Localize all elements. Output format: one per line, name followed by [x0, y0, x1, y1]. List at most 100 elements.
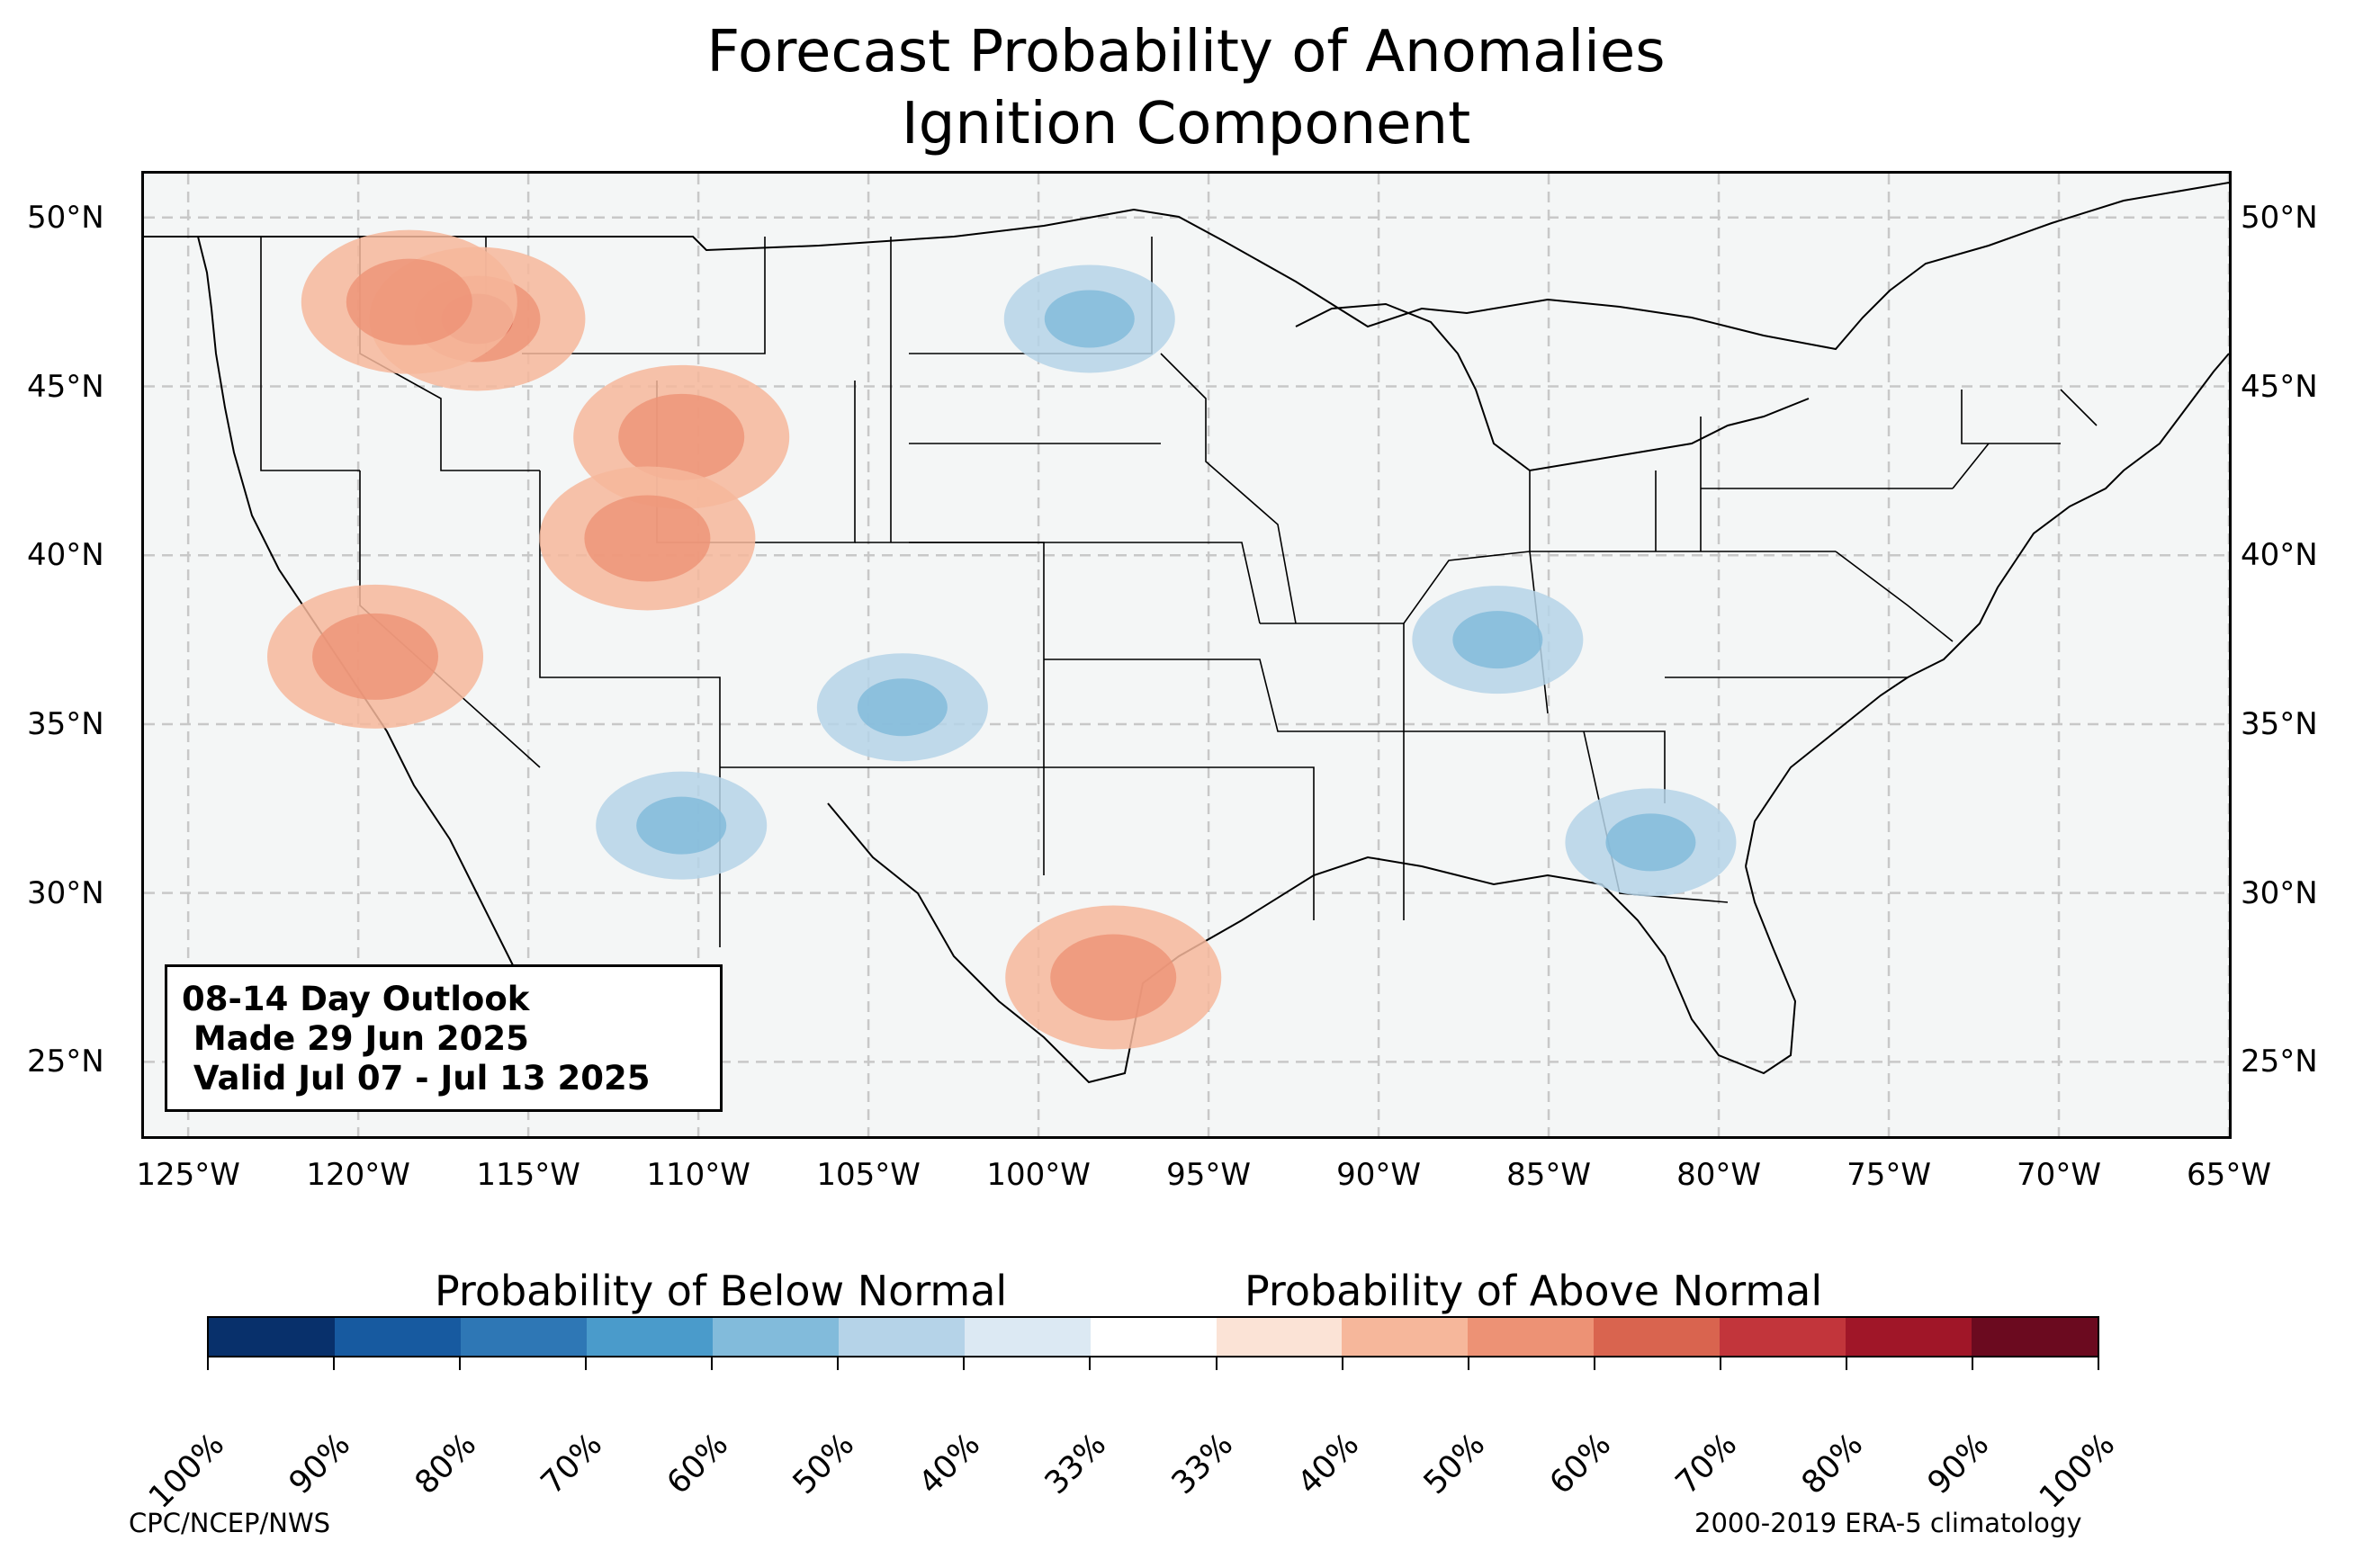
colorbar-tick	[1719, 1357, 1721, 1370]
canada-land-outline	[144, 182, 2229, 351]
colorbar-tick-label: 60%	[1542, 1426, 1618, 1502]
valid-dates: Valid Jul 07 - Jul 13 2025	[182, 1059, 651, 1098]
anomaly-region	[1605, 813, 1696, 872]
colorbar-tick-label: 70%	[1668, 1426, 1744, 1502]
colorbar-tick	[1089, 1357, 1092, 1370]
colorbar-segment	[1468, 1318, 1595, 1356]
colorbar-tick	[711, 1357, 714, 1370]
colorbar-segment	[838, 1318, 965, 1356]
atlantic-coast-outline	[1745, 353, 2229, 867]
anomaly-region	[636, 796, 727, 855]
colorbar-tick	[1971, 1357, 1973, 1370]
anomaly-region	[1452, 611, 1543, 669]
latitude-label-right: 30°N	[2241, 874, 2318, 911]
map-title-line2: Ignition Component	[901, 91, 1471, 157]
probability-anomaly-shading	[267, 229, 1737, 1050]
anomaly-region	[857, 678, 948, 737]
outlook-period: 08-14 Day Outlook	[182, 980, 530, 1018]
longitude-label: 125°W	[136, 1157, 240, 1193]
longitude-label: 120°W	[306, 1157, 410, 1193]
colorbar-tick	[207, 1357, 209, 1370]
footer-source: CPC/NCEP/NWS	[129, 1508, 331, 1538]
colorbar-tick	[2098, 1357, 2099, 1370]
latitude-label-left: 40°N	[27, 537, 104, 574]
colorbar-tick-label: 80%	[1794, 1426, 1871, 1502]
latitude-label-left: 50°N	[27, 199, 104, 236]
latitude-label-left: 45°N	[27, 368, 104, 405]
colorbar-tick-label: 40%	[912, 1426, 988, 1502]
colorbar-tick-label: 80%	[408, 1426, 484, 1502]
probability-colorbar	[207, 1316, 2099, 1357]
colorbar-segment	[586, 1318, 713, 1356]
colorbar-tick-label: 50%	[1416, 1426, 1492, 1502]
longitude-label: 110°W	[646, 1157, 750, 1193]
colorbar-tick-label: 33%	[1038, 1426, 1114, 1502]
colorbar-segment	[1846, 1318, 1972, 1356]
anomaly-region	[618, 393, 745, 480]
colorbar-tick-label: 100%	[142, 1426, 232, 1516]
colorbar-tick	[1845, 1357, 1847, 1370]
state-borders	[260, 237, 2098, 947]
longitude-label: 115°W	[476, 1157, 580, 1193]
colorbar-tick	[837, 1357, 840, 1370]
latitude-label-right: 35°N	[2241, 705, 2318, 742]
anomaly-region	[346, 258, 472, 345]
longitude-label: 85°W	[1506, 1157, 1591, 1193]
colorbar-segment	[1720, 1318, 1846, 1356]
map-title-line1: Forecast Probability of Anomalies	[706, 19, 1666, 85]
colorbar-segment	[1090, 1318, 1217, 1356]
colorbar-segment	[1972, 1318, 2098, 1356]
longitude-label: 75°W	[1846, 1157, 1931, 1193]
latitude-label-left: 30°N	[27, 874, 104, 911]
colorbar-tick-label: 90%	[282, 1426, 358, 1502]
longitude-label: 65°W	[2187, 1157, 2271, 1193]
longitude-label: 105°W	[816, 1157, 921, 1193]
colorbar-tick-label: 100%	[2033, 1426, 2123, 1516]
colorbar-segment	[1342, 1318, 1469, 1356]
colorbar-tick	[963, 1357, 966, 1370]
latitude-label-right: 50°N	[2241, 199, 2318, 236]
colorbar-tick-label: 33%	[1164, 1426, 1240, 1502]
colorbar-tick-label: 50%	[786, 1426, 862, 1502]
colorbar-tick	[585, 1357, 588, 1370]
latitude-label-left: 35°N	[27, 705, 104, 742]
colorbar-segment	[712, 1318, 839, 1356]
colorbar-tick	[1467, 1357, 1469, 1370]
longitude-label: 70°W	[2017, 1157, 2101, 1193]
footer-climatology: 2000-2019 ERA-5 climatology	[1694, 1508, 2082, 1538]
gulf-coast-outline	[827, 802, 1797, 1084]
colorbar-tick	[333, 1357, 336, 1370]
latitude-label-right: 25°N	[2241, 1044, 2318, 1080]
latitude-label-right: 40°N	[2241, 537, 2318, 574]
colorbar-tick-label: 40%	[1290, 1426, 1366, 1502]
colorbar-segment	[209, 1318, 335, 1356]
colorbar-segment	[1216, 1318, 1343, 1356]
longitude-label: 80°W	[1676, 1157, 1761, 1193]
made-date: Made 29 Jun 2025	[182, 1019, 529, 1058]
us-map	[144, 174, 2229, 1136]
longitude-label: 100°W	[986, 1157, 1091, 1193]
longitude-label: 90°W	[1336, 1157, 1421, 1193]
outlook-info-box: 08-14 Day Outlook Made 29 Jun 2025 Valid…	[165, 964, 723, 1112]
pacific-coast-outline	[197, 236, 532, 1002]
colorbar-tick-label: 70%	[535, 1426, 610, 1502]
latitude-label-left: 25°N	[27, 1044, 104, 1080]
colorbar-tick-label: 90%	[1920, 1426, 1997, 1502]
colorbar-tick	[1593, 1357, 1595, 1370]
colorbar-segment	[1594, 1318, 1721, 1356]
latitude-label-right: 45°N	[2241, 368, 2318, 405]
anomaly-region	[1050, 934, 1177, 1021]
anomaly-region	[584, 495, 711, 582]
colorbar-segment	[964, 1318, 1091, 1356]
anomaly-region	[312, 613, 439, 700]
colorbar-tick	[1215, 1357, 1217, 1370]
colorbar-tick-label: 60%	[660, 1426, 736, 1502]
colorbar-tick	[459, 1357, 462, 1370]
colorbar-tick	[1341, 1357, 1343, 1370]
colorbar-segment	[460, 1318, 587, 1356]
colorbar-segment	[334, 1318, 461, 1356]
anomaly-region	[1044, 290, 1135, 348]
great-lakes-outline	[1295, 302, 1810, 472]
colorbar-below-heading: Probability of Below Normal	[435, 1267, 1008, 1315]
colorbar-above-heading: Probability of Above Normal	[1244, 1267, 1823, 1315]
